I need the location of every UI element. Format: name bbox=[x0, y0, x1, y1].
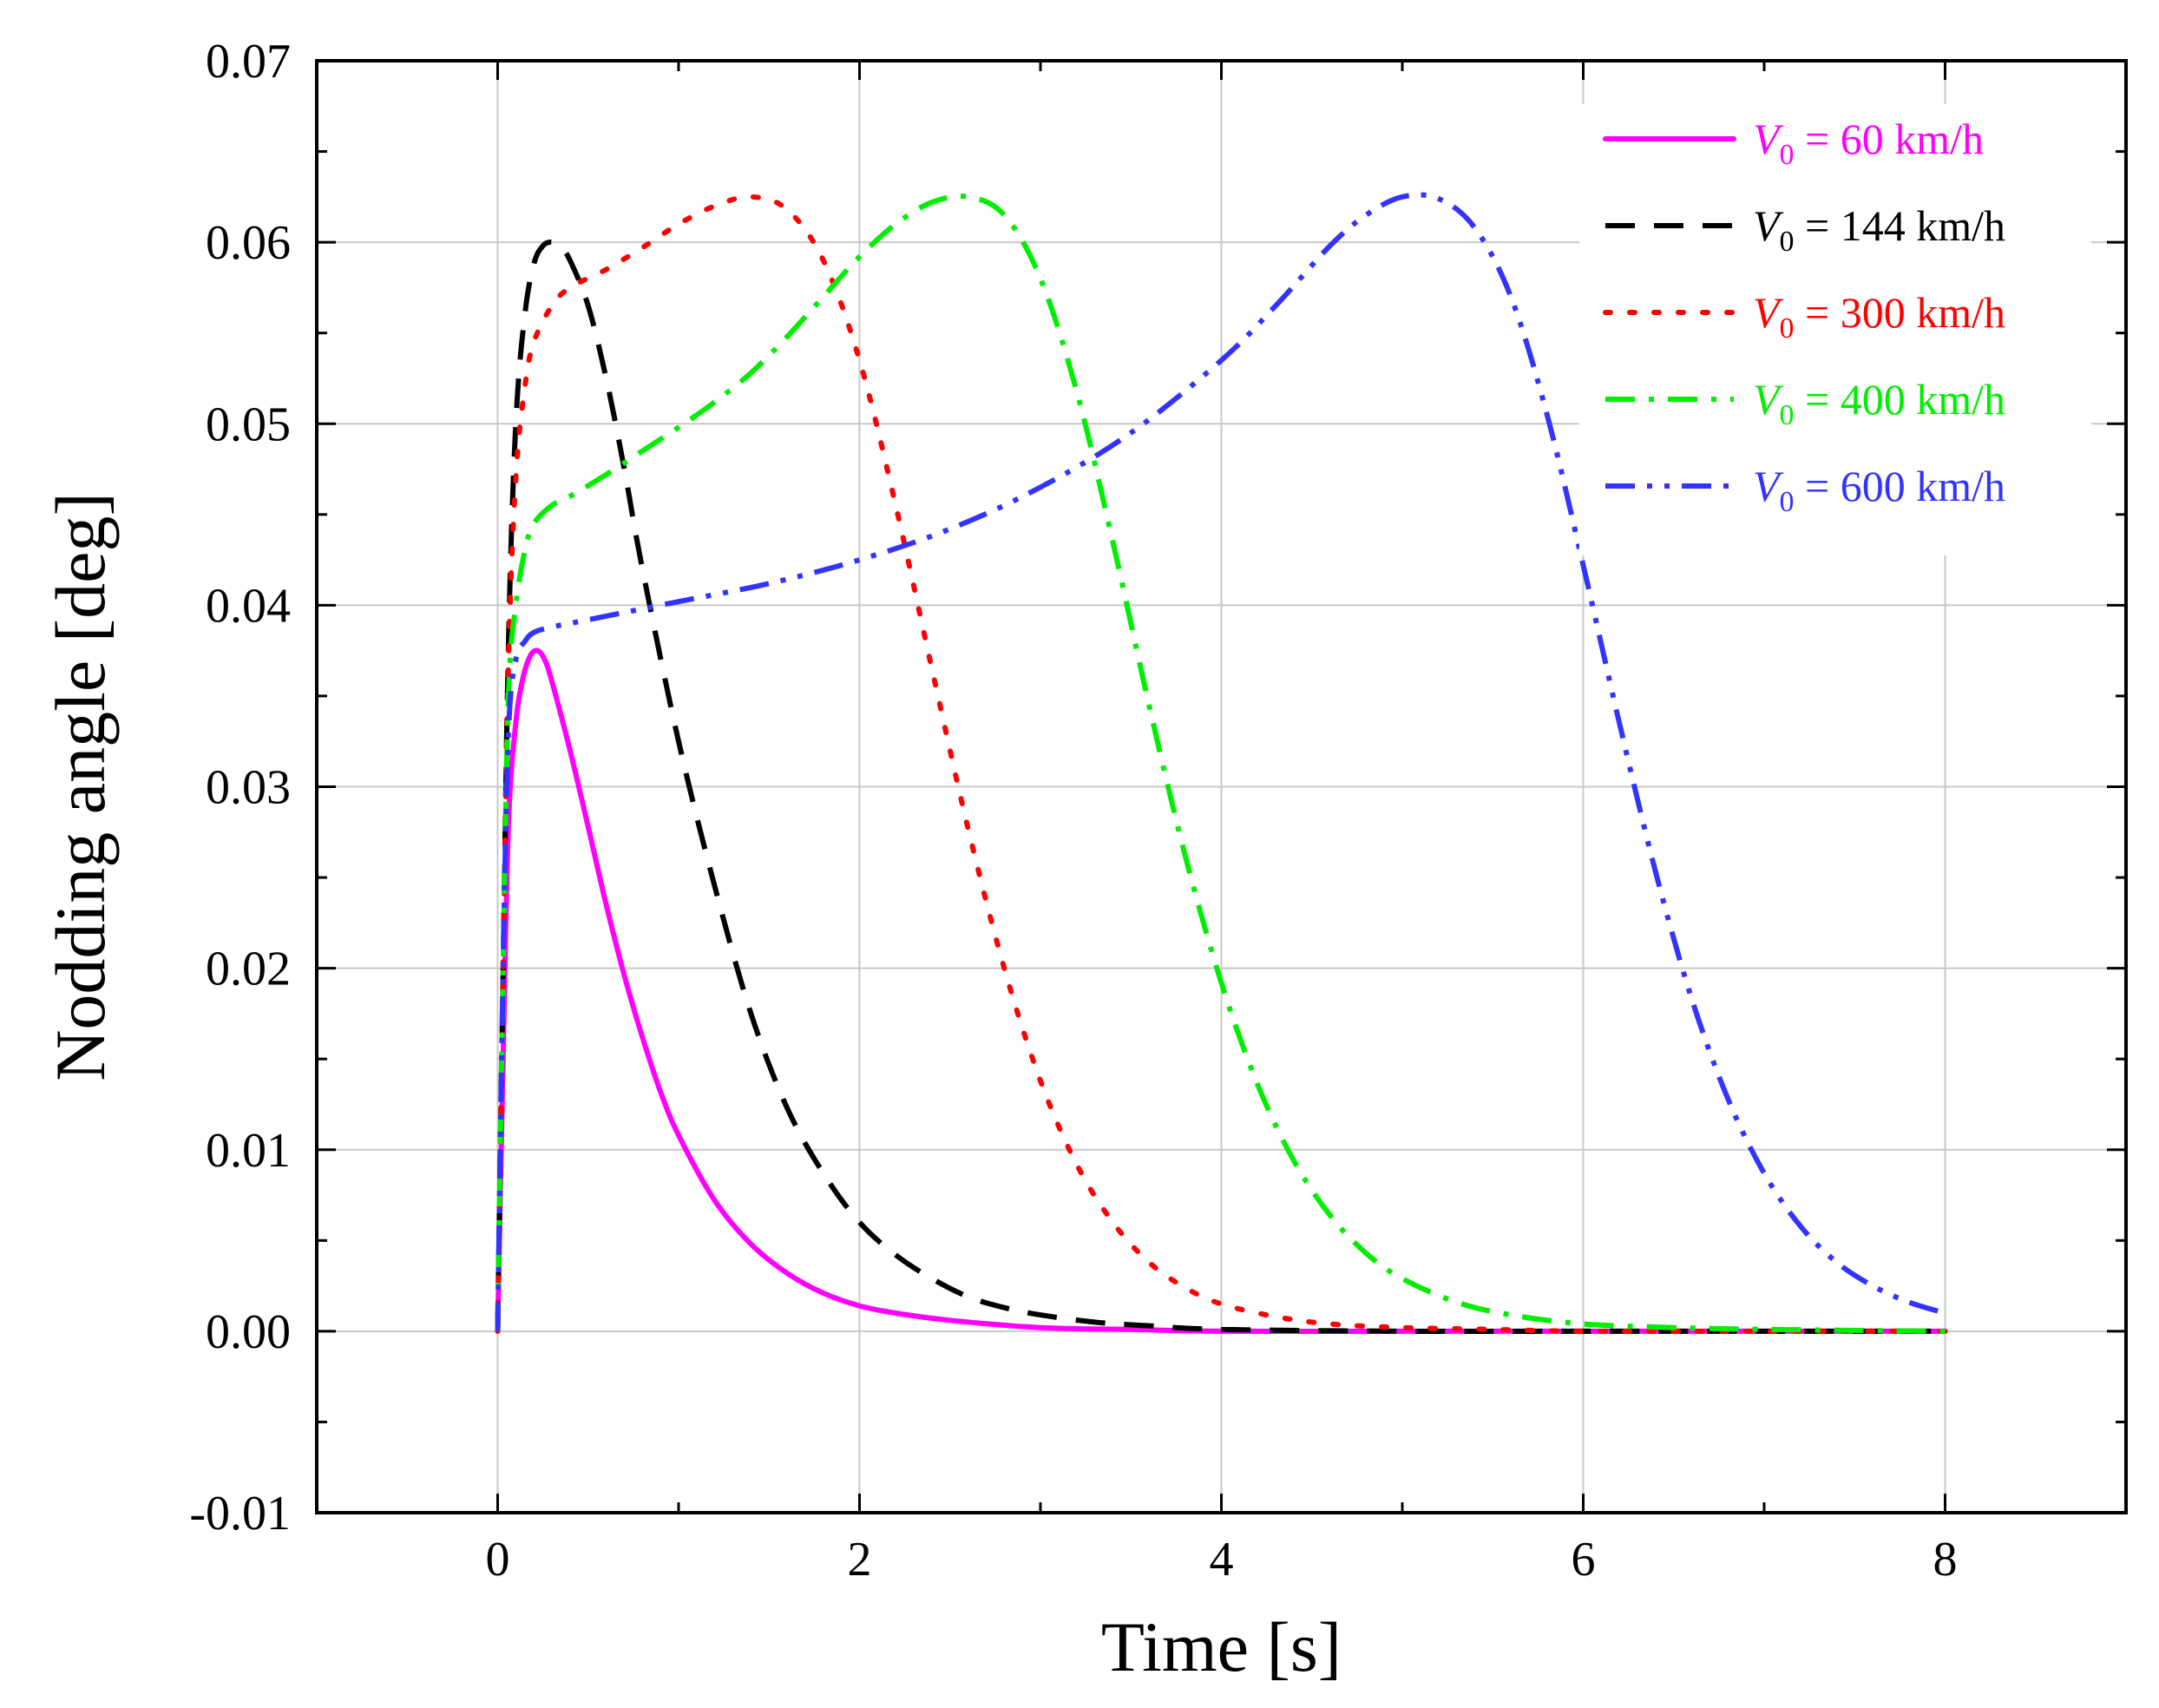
series-line-4 bbox=[495, 194, 1946, 1334]
y-tick-label: 0.04 bbox=[206, 579, 291, 633]
y-tick-label: 0.06 bbox=[206, 216, 291, 270]
legend-var: V bbox=[1753, 462, 1784, 510]
legend: V0 = 60 km/hV0 = 144 km/hV0 = 300 km/hV0… bbox=[1579, 104, 2091, 555]
series-line-5 bbox=[495, 192, 1946, 1331]
legend-label-5: V0 = 600 km/h bbox=[1753, 462, 2005, 518]
legend-label-1: V0 = 60 km/h bbox=[1753, 115, 1984, 171]
y-tick-label: 0.07 bbox=[206, 35, 291, 89]
legend-subscript: 0 bbox=[1780, 139, 1795, 171]
legend-rest: = 144 km/h bbox=[1795, 201, 2005, 250]
legend-label-4: V0 = 400 km/h bbox=[1753, 375, 2005, 431]
legend-var: V bbox=[1753, 288, 1784, 337]
y-tick-label: 0.05 bbox=[206, 397, 291, 451]
legend-rest: = 400 km/h bbox=[1795, 375, 2005, 424]
y-tick-label: 0.02 bbox=[206, 943, 291, 996]
legend-label-3: V0 = 300 km/h bbox=[1753, 288, 2005, 345]
legend-subscript: 0 bbox=[1780, 312, 1795, 345]
legend-subscript: 0 bbox=[1780, 226, 1795, 258]
x-tick-label: 2 bbox=[848, 1533, 872, 1586]
x-tick-label: 0 bbox=[486, 1533, 510, 1586]
y-axis-title: Nodding angle [deg] bbox=[41, 492, 120, 1081]
legend-background bbox=[1579, 104, 2091, 555]
y-tick-label: 0.01 bbox=[206, 1124, 291, 1178]
y-tick-label: -0.01 bbox=[189, 1487, 291, 1540]
x-tick-label: 6 bbox=[1572, 1533, 1596, 1586]
legend-subscript: 0 bbox=[1780, 399, 1795, 431]
legend-label-2: V0 = 144 km/h bbox=[1753, 201, 2005, 258]
x-tick-label: 8 bbox=[1933, 1533, 1958, 1586]
x-tick-labels: 0 2 4 6 8 bbox=[486, 1533, 1958, 1586]
legend-rest: = 300 km/h bbox=[1795, 288, 2005, 337]
axis-ticks bbox=[317, 61, 2126, 1513]
legend-rest: = 60 km/h bbox=[1795, 115, 1984, 163]
x-tick-label: 4 bbox=[1210, 1533, 1234, 1586]
y-tick-label: 0.00 bbox=[206, 1305, 291, 1359]
plot-series bbox=[495, 192, 1948, 1335]
x-axis-title: Time [s] bbox=[1101, 1607, 1342, 1686]
series-line-2 bbox=[495, 240, 1946, 1335]
y-tick-labels: -0.01 0.00 0.01 0.02 0.03 0.04 0.05 0.06 0.07 bbox=[189, 35, 291, 1540]
legend-var: V bbox=[1753, 115, 1784, 163]
legend-var: V bbox=[1753, 375, 1784, 424]
legend-rest: = 600 km/h bbox=[1795, 462, 2005, 510]
y-tick-label: 0.03 bbox=[206, 761, 291, 815]
legend-var: V bbox=[1753, 201, 1784, 250]
legend-subscript: 0 bbox=[1780, 486, 1795, 518]
